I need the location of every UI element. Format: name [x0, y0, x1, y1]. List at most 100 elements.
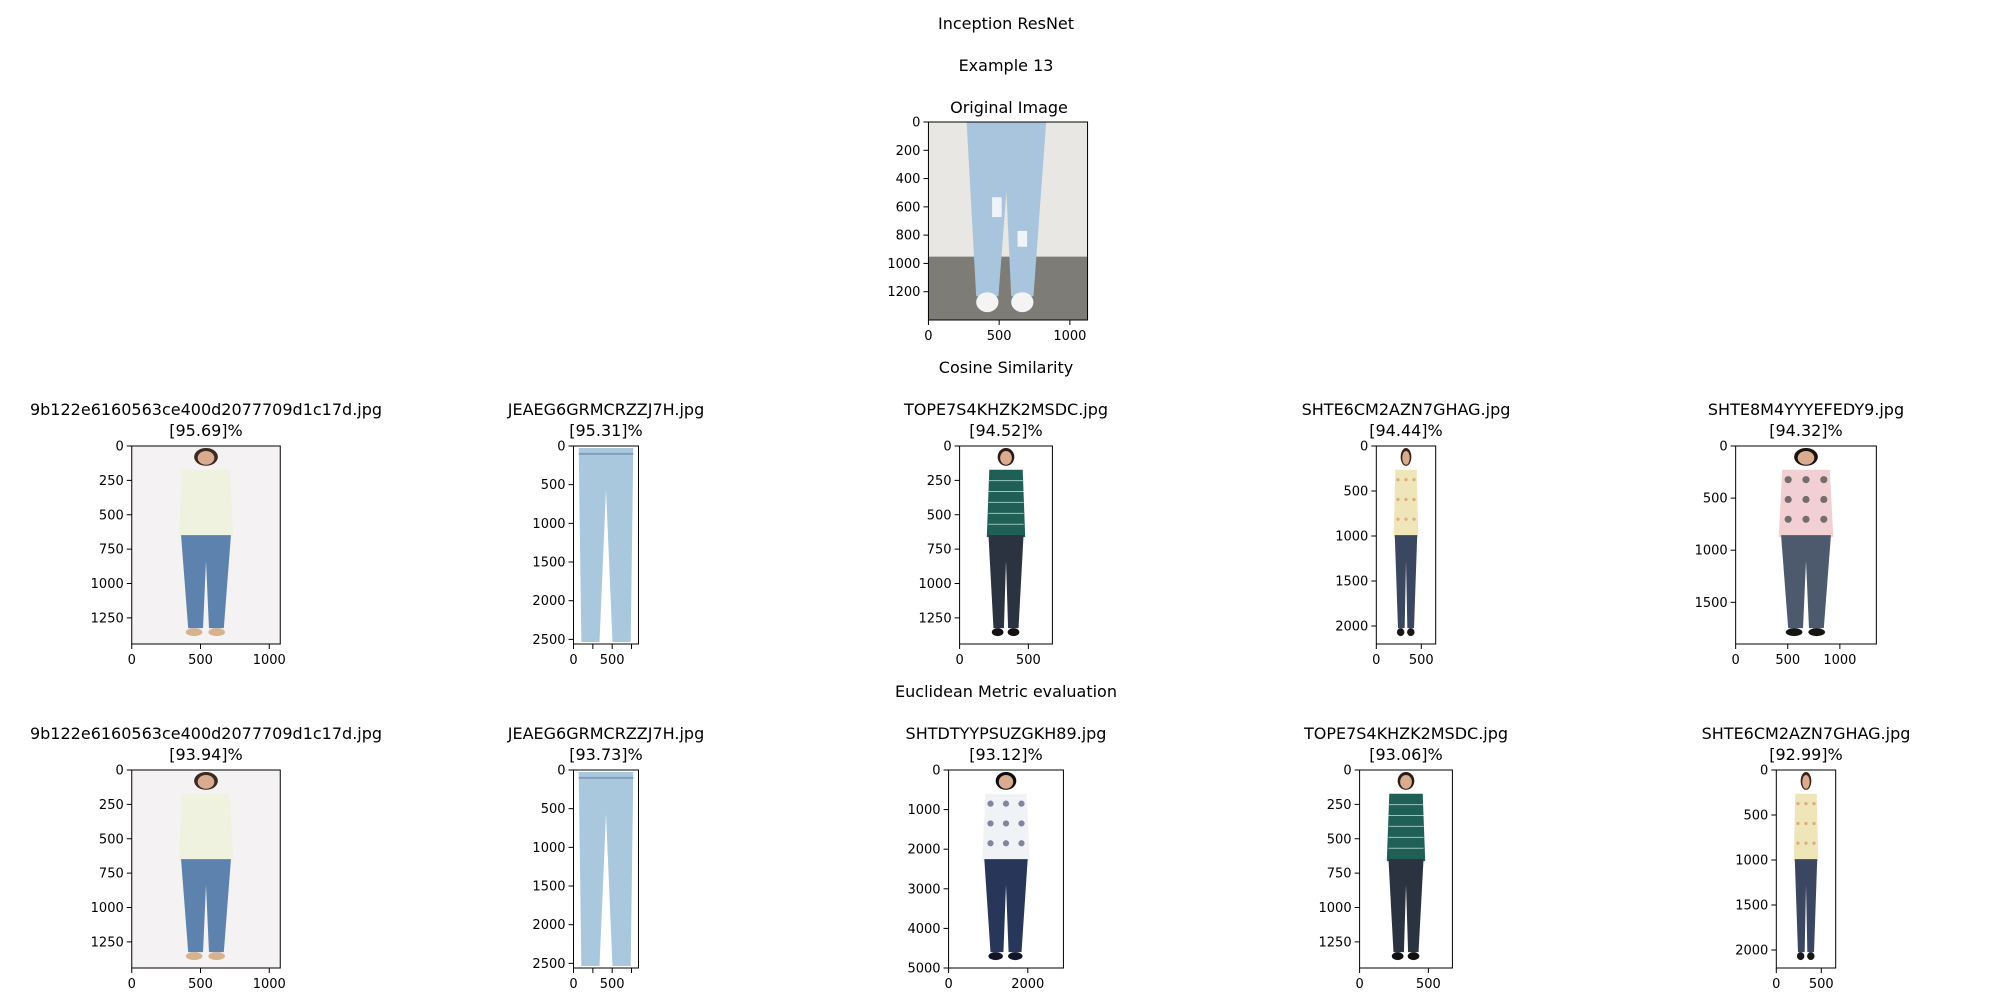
x-tick-label: 1000: [1053, 329, 1086, 344]
y-tick-label: 0: [912, 116, 920, 131]
euclidean-4-score: [93.06]%: [1369, 745, 1443, 764]
cosine-5-score: [94.32]%: [1769, 421, 1843, 440]
print-dot: [1404, 497, 1408, 502]
axes-frame: [1735, 445, 1877, 645]
top-garment: [986, 469, 1026, 538]
print-dot: [1804, 841, 1808, 845]
axes-frame: [1359, 769, 1453, 969]
y-tick-label: 500: [1743, 809, 1768, 824]
cosine-4-score: [94.44]%: [1369, 421, 1443, 440]
top-garment: [1386, 793, 1426, 862]
pants-shape: [1781, 535, 1831, 629]
y-tick-label: 1000: [91, 577, 124, 592]
image-panel-6: 0 250 500 750 1000 1250 0 500 1000: [91, 764, 286, 993]
y-tick-label: 2500: [532, 633, 565, 648]
y-tick-label: 2000: [532, 594, 565, 609]
print-dot: [1412, 497, 1416, 502]
euclidean-2-filename: JEAEG6GRMCRZZJ7H.jpg: [507, 724, 705, 743]
y-tick-label: 500: [99, 508, 124, 523]
axes-frame: [573, 769, 639, 969]
x-tick-label: 500: [188, 653, 213, 668]
x-tick-label: 2000: [1011, 977, 1044, 992]
print-dot: [1412, 517, 1416, 521]
y-tick-label: 1000: [887, 257, 920, 272]
pants-shape: [1394, 535, 1418, 629]
print-dot: [1820, 495, 1828, 504]
print-dot: [1002, 800, 1010, 807]
print-dot: [1802, 476, 1810, 484]
x-tick-label: 500: [600, 977, 625, 992]
jeans-shape: [578, 771, 634, 967]
print-dot: [1404, 478, 1408, 482]
y-tick-label: 200: [896, 144, 921, 159]
x-tick-label: 0: [1772, 977, 1780, 992]
top-garment: [178, 793, 234, 862]
x-tick-label: 500: [188, 977, 213, 992]
y-tick-label: 1250: [91, 611, 124, 626]
y-tick-label: 1000: [1695, 544, 1728, 559]
face: [197, 774, 215, 789]
y-tick-label: 1200: [887, 285, 920, 300]
y-tick-label: 0: [557, 440, 565, 455]
y-tick-label: 0: [943, 440, 951, 455]
print-dot: [1820, 476, 1828, 484]
face: [197, 450, 215, 465]
y-tick-label: 500: [1703, 492, 1728, 507]
shoe: [1808, 628, 1826, 637]
jeans-shape: [578, 447, 634, 643]
y-tick-label: 1250: [91, 935, 124, 950]
shoe: [1796, 952, 1805, 961]
y-tick-label: 1000: [532, 841, 565, 856]
axes-frame: [1375, 445, 1437, 645]
y-tick-label: 1500: [532, 880, 565, 895]
y-tick-label: 2000: [532, 918, 565, 933]
y-tick-label: 0: [115, 440, 123, 455]
y-tick-label: 5000: [907, 962, 940, 977]
pants-shape: [181, 535, 231, 629]
print-dot: [1784, 495, 1792, 504]
print-dot: [1820, 515, 1828, 523]
axes-frame: [927, 121, 1089, 321]
euclidean-3-score: [93.12]%: [969, 745, 1043, 764]
cosine-3-filename: TOPE7S4KHZK2MSDC.jpg: [903, 400, 1109, 419]
x-tick-label: 0: [955, 653, 963, 668]
print-dot: [1404, 517, 1408, 521]
shoe: [208, 952, 226, 961]
shoe: [1011, 292, 1034, 313]
shoe: [185, 628, 203, 637]
y-tick-label: 0: [1360, 440, 1368, 455]
print-dot: [987, 840, 994, 847]
top-garment: [1793, 793, 1819, 862]
y-tick-label: 1000: [91, 901, 124, 916]
x-tick-label: 500: [1409, 653, 1434, 668]
cosine-5-filename: SHTE8M4YYYEFEDY9.jpg: [1707, 400, 1905, 419]
figure-title: Inception ResNet: [937, 14, 1075, 33]
x-tick-label: 0: [924, 329, 932, 344]
image-panel-7: 0 500 1000 1500 2000 2500 0 500: [532, 764, 639, 992]
y-tick-label: 500: [541, 478, 566, 493]
face: [1797, 450, 1815, 465]
y-tick-label: 1000: [1319, 901, 1352, 916]
pants-shape: [1794, 859, 1818, 953]
face: [1802, 774, 1810, 789]
axes-frame: [948, 769, 1064, 969]
y-tick-label: 750: [927, 543, 952, 558]
shoe: [1396, 628, 1405, 637]
print-dot: [1396, 497, 1400, 502]
image-panel-3: 0 250 500 750 1000 1250 0 500: [919, 440, 1053, 668]
image-panel-5: 0 500 1000 1500 0 500 1000: [1695, 440, 1877, 668]
shoe: [1807, 952, 1815, 961]
y-tick-label: 250: [1327, 798, 1352, 813]
y-tick-label: 1000: [1735, 854, 1768, 869]
axes-frame: [573, 445, 639, 645]
shoe: [1407, 628, 1415, 637]
x-tick-label: 1000: [1823, 653, 1856, 668]
image-panel-10: 0 500 1000 1500 2000 0 500: [1735, 764, 1837, 992]
y-tick-label: 2500: [532, 957, 565, 972]
x-tick-label: 500: [1809, 977, 1834, 992]
image-panel-1: 0 250 500 750 1000 1250 0 500 1000: [91, 440, 286, 669]
print-dot: [1812, 821, 1816, 826]
print-dot: [1804, 802, 1808, 806]
x-tick-label: 0: [128, 653, 136, 668]
print-dot: [1002, 820, 1010, 827]
